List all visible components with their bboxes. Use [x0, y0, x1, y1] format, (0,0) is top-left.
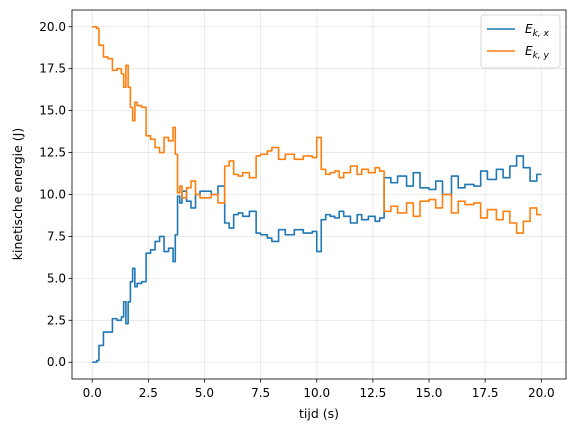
- tick-layer: 0.0 2.5 5.0 7.5 10.0 12.5 15.0 17.5 20.0 0.0 2.5 5.…: [39, 20, 554, 400]
- x-tick-label: 7.5: [251, 386, 270, 400]
- legend-label: Ek, y: [525, 44, 550, 61]
- x-tick-label: 20.0: [528, 386, 555, 400]
- legend: Ek, xEk, y: [480, 14, 561, 69]
- x-axis-label: tijd (s): [299, 406, 339, 421]
- legend-label: Ek, x: [525, 22, 550, 39]
- y-tick-label: 15.0: [39, 104, 66, 118]
- legend-label-main: E: [525, 44, 533, 58]
- y-tick-label: 2.5: [47, 313, 66, 327]
- x-tick-label: 10.0: [303, 386, 330, 400]
- x-tick-label: 2.5: [139, 386, 158, 400]
- x-tick-label: 5.0: [195, 386, 214, 400]
- legend-label-sub: k, x: [533, 29, 550, 39]
- grid-layer: [72, 10, 566, 379]
- y-tick-label: 5.0: [47, 271, 66, 285]
- y-tick-label: 0.0: [47, 355, 66, 369]
- series-line-ekx: [92, 155, 542, 364]
- x-tick-label: 0.0: [83, 386, 102, 400]
- x-tick-label: 15.0: [416, 386, 443, 400]
- series-layer: [92, 25, 542, 364]
- x-tick-label: 12.5: [360, 386, 387, 400]
- x-tick-label: 17.5: [472, 386, 499, 400]
- y-tick-label: 10.0: [39, 188, 66, 202]
- legend-label-main: E: [525, 22, 533, 36]
- legend-label-sub: k, y: [533, 51, 550, 61]
- series-line-eky: [92, 25, 542, 234]
- y-tick-label: 7.5: [47, 229, 66, 243]
- y-tick-label: 20.0: [39, 20, 66, 34]
- y-tick-label: 17.5: [39, 62, 66, 76]
- y-axis-label: kinetische energie (J): [10, 128, 25, 260]
- y-tick-label: 12.5: [39, 146, 66, 160]
